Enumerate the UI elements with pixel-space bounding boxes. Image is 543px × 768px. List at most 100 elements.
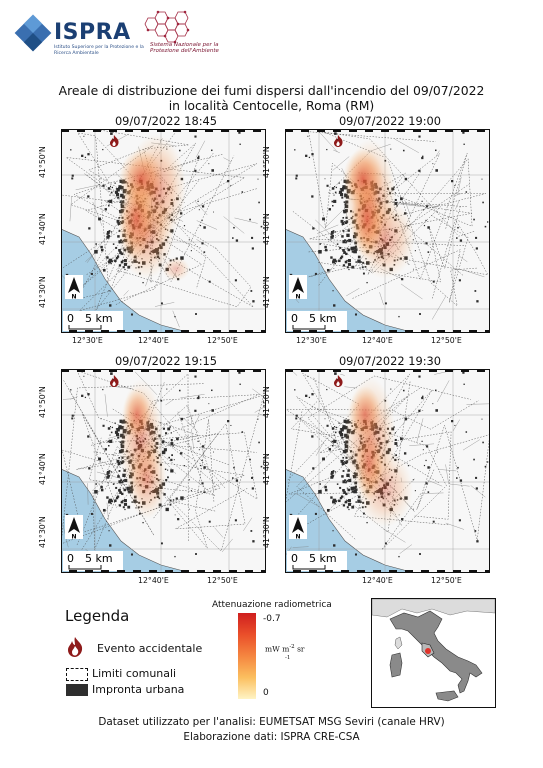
urban-block <box>173 459 175 461</box>
frame-tick <box>429 369 437 372</box>
lat-label: 41°40'N <box>38 213 47 245</box>
urban-block <box>361 266 364 269</box>
urban-block <box>326 268 330 272</box>
urban-block <box>108 530 110 532</box>
urban-block <box>203 226 206 229</box>
urban-block <box>121 482 123 484</box>
urban-block <box>130 313 134 316</box>
urban-block <box>160 399 163 402</box>
urban-block <box>338 190 343 194</box>
municipal-boundary <box>307 153 440 253</box>
urban-block <box>435 409 438 412</box>
frame-tick <box>437 330 445 333</box>
urban-block <box>346 266 349 269</box>
urban-block <box>199 224 202 227</box>
road-line <box>332 156 350 171</box>
urban-block <box>107 234 110 238</box>
road-line <box>223 216 245 234</box>
urban-block <box>318 490 322 494</box>
urban-block <box>201 219 203 222</box>
road-line <box>285 546 292 556</box>
urban-block <box>342 230 345 232</box>
urban-block <box>250 290 253 292</box>
urban-block <box>227 180 230 183</box>
frame-tick <box>389 330 397 333</box>
urban-block <box>404 417 408 421</box>
urban-block <box>333 194 335 196</box>
frame-tick <box>373 330 381 333</box>
road-line <box>452 419 460 432</box>
urban-block <box>335 260 338 263</box>
dashed-box-icon <box>66 668 88 681</box>
urban-block <box>123 499 127 502</box>
frame-tick <box>61 369 69 372</box>
urban-block <box>425 219 427 222</box>
urban-block <box>84 156 87 159</box>
urban-block <box>332 530 334 532</box>
frame-tick <box>101 330 109 333</box>
urban-block <box>334 191 337 194</box>
urban-block <box>111 186 114 189</box>
frame-tick <box>245 570 253 573</box>
urban-block <box>474 530 477 532</box>
urban-block <box>170 469 174 473</box>
urban-block <box>418 135 421 138</box>
urban-block <box>347 502 352 506</box>
municipal-boundary <box>285 396 408 522</box>
urban-block <box>307 135 309 137</box>
urban-block <box>102 388 104 391</box>
urban-block <box>314 272 317 275</box>
frame-tick <box>293 330 301 333</box>
urban-block <box>175 497 178 500</box>
urban-block <box>481 418 483 420</box>
urban-block <box>342 425 346 429</box>
urban-block <box>328 448 331 451</box>
urban-block <box>114 190 119 194</box>
north-label: N <box>295 534 300 541</box>
urban-block <box>116 219 120 223</box>
urban-block <box>331 187 335 190</box>
municipal-boundary <box>359 158 473 275</box>
urban-block <box>102 268 106 272</box>
road-line <box>427 479 443 487</box>
urban-block <box>339 432 344 437</box>
municipal-boundary <box>358 153 468 281</box>
urban-block <box>335 426 338 429</box>
urban-block <box>195 313 197 315</box>
urban-block <box>475 236 478 239</box>
urban-block <box>95 243 97 245</box>
road-line <box>346 288 360 297</box>
colorbar <box>238 613 256 699</box>
urban-block <box>108 444 110 447</box>
map-panel-3: N 0 5 km <box>61 369 266 573</box>
urban-block <box>162 427 165 430</box>
road-line <box>457 255 468 262</box>
urban-block <box>339 497 343 500</box>
scale-zero-label: 0 <box>291 312 298 325</box>
frame-tick <box>469 570 477 573</box>
ispra-wordmark: ISPRA <box>54 20 131 45</box>
frame-tick <box>189 369 197 372</box>
urban-block <box>345 252 348 256</box>
urban-block <box>341 464 343 466</box>
urban-block <box>109 304 112 307</box>
urban-block <box>346 506 349 509</box>
urban-block <box>341 224 343 226</box>
urban-block <box>340 459 344 463</box>
corsica <box>394 636 403 650</box>
lat-label: 41°30'N <box>38 276 47 308</box>
urban-block <box>120 461 122 463</box>
urban-block <box>167 476 169 479</box>
road-line <box>333 149 340 154</box>
urban-block <box>112 483 115 485</box>
urban-block <box>332 444 334 447</box>
urban-block <box>100 178 102 180</box>
urban-block <box>336 243 339 245</box>
road-line <box>399 203 422 207</box>
urban-block <box>81 154 84 157</box>
urban-block <box>203 466 206 469</box>
map-panel-1: N 0 5 km <box>61 129 266 333</box>
urban-block <box>335 186 338 189</box>
urban-block <box>344 461 346 463</box>
urban-block <box>427 226 430 229</box>
